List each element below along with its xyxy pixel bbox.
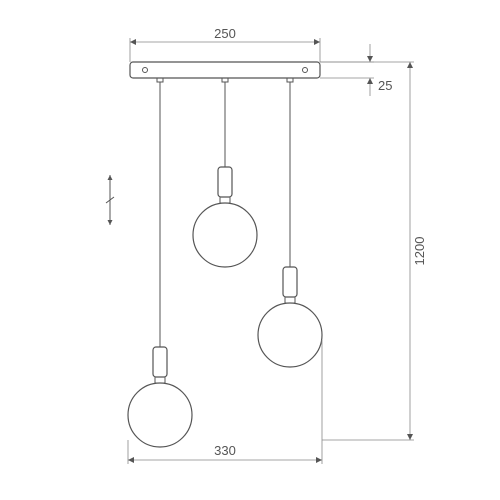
bulb-holder [283, 267, 297, 297]
bulb-holder [218, 167, 232, 197]
dim-plate-height-label: 25 [378, 78, 392, 93]
dim-total-height-label: 1200 [412, 237, 427, 266]
technical-drawing: 250 25 1200 330 [0, 0, 500, 500]
bulb [193, 203, 257, 267]
ceiling-plate [130, 62, 320, 78]
dim-total-width-label: 330 [214, 443, 236, 458]
bulb [128, 383, 192, 447]
dim-plate-width-label: 250 [214, 26, 236, 41]
bulb [258, 303, 322, 367]
bulb-holder [153, 347, 167, 377]
